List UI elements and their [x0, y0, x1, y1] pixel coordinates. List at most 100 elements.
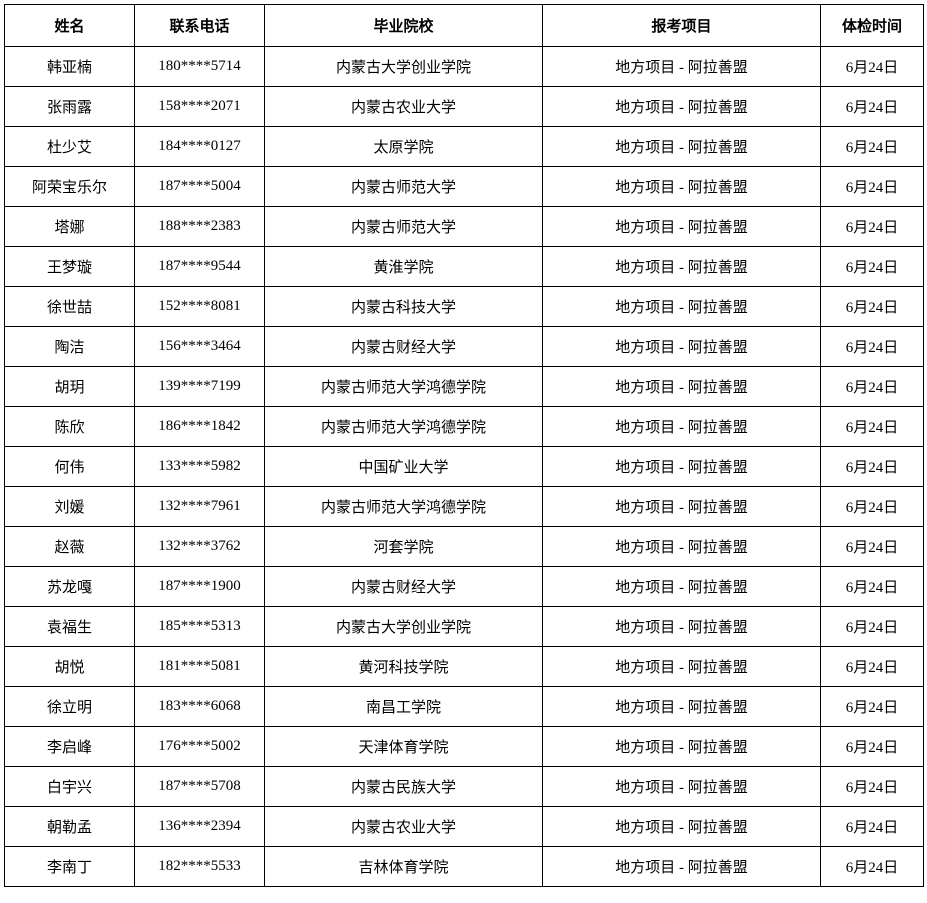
cell-date: 6月24日: [821, 247, 924, 287]
cell-date: 6月24日: [821, 207, 924, 247]
cell-school: 内蒙古大学创业学院: [265, 607, 543, 647]
cell-school: 内蒙古师范大学鸿德学院: [265, 407, 543, 447]
cell-project: 地方项目 - 阿拉善盟: [543, 687, 821, 727]
cell-date: 6月24日: [821, 367, 924, 407]
cell-phone: 176****5002: [135, 727, 265, 767]
cell-project: 地方项目 - 阿拉善盟: [543, 167, 821, 207]
cell-project: 地方项目 - 阿拉善盟: [543, 527, 821, 567]
cell-name: 塔娜: [5, 207, 135, 247]
cell-phone: 139****7199: [135, 367, 265, 407]
cell-school: 吉林体育学院: [265, 847, 543, 887]
cell-school: 黄河科技学院: [265, 647, 543, 687]
header-project: 报考项目: [543, 5, 821, 47]
cell-date: 6月24日: [821, 527, 924, 567]
cell-name: 陶洁: [5, 327, 135, 367]
cell-date: 6月24日: [821, 607, 924, 647]
cell-project: 地方项目 - 阿拉善盟: [543, 447, 821, 487]
cell-name: 李启峰: [5, 727, 135, 767]
cell-name: 胡悦: [5, 647, 135, 687]
cell-name: 李南丁: [5, 847, 135, 887]
cell-school: 内蒙古农业大学: [265, 87, 543, 127]
cell-date: 6月24日: [821, 87, 924, 127]
table-row: 朝勒孟136****2394内蒙古农业大学地方项目 - 阿拉善盟6月24日: [5, 807, 924, 847]
cell-project: 地方项目 - 阿拉善盟: [543, 487, 821, 527]
cell-phone: 184****0127: [135, 127, 265, 167]
cell-phone: 181****5081: [135, 647, 265, 687]
cell-project: 地方项目 - 阿拉善盟: [543, 87, 821, 127]
cell-project: 地方项目 - 阿拉善盟: [543, 127, 821, 167]
cell-date: 6月24日: [821, 167, 924, 207]
cell-phone: 158****2071: [135, 87, 265, 127]
table-row: 苏龙嘎187****1900内蒙古财经大学地方项目 - 阿拉善盟6月24日: [5, 567, 924, 607]
cell-date: 6月24日: [821, 407, 924, 447]
cell-phone: 188****2383: [135, 207, 265, 247]
cell-phone: 182****5533: [135, 847, 265, 887]
cell-date: 6月24日: [821, 327, 924, 367]
table-row: 李启峰176****5002天津体育学院地方项目 - 阿拉善盟6月24日: [5, 727, 924, 767]
cell-name: 朝勒孟: [5, 807, 135, 847]
cell-date: 6月24日: [821, 567, 924, 607]
cell-name: 张雨露: [5, 87, 135, 127]
table-row: 刘媛132****7961内蒙古师范大学鸿德学院地方项目 - 阿拉善盟6月24日: [5, 487, 924, 527]
table-row: 白宇兴187****5708内蒙古民族大学地方项目 - 阿拉善盟6月24日: [5, 767, 924, 807]
cell-phone: 132****3762: [135, 527, 265, 567]
cell-name: 阿荣宝乐尔: [5, 167, 135, 207]
cell-name: 徐立明: [5, 687, 135, 727]
cell-phone: 132****7961: [135, 487, 265, 527]
cell-date: 6月24日: [821, 47, 924, 87]
cell-phone: 187****5004: [135, 167, 265, 207]
exam-candidates-table: 姓名 联系电话 毕业院校 报考项目 体检时间 韩亚楠180****5714内蒙古…: [4, 4, 924, 887]
table-row: 陶洁156****3464内蒙古财经大学地方项目 - 阿拉善盟6月24日: [5, 327, 924, 367]
cell-school: 南昌工学院: [265, 687, 543, 727]
cell-name: 徐世喆: [5, 287, 135, 327]
cell-date: 6月24日: [821, 127, 924, 167]
cell-phone: 187****1900: [135, 567, 265, 607]
cell-school: 内蒙古师范大学鸿德学院: [265, 367, 543, 407]
header-date: 体检时间: [821, 5, 924, 47]
cell-phone: 187****9544: [135, 247, 265, 287]
cell-school: 太原学院: [265, 127, 543, 167]
cell-phone: 152****8081: [135, 287, 265, 327]
cell-phone: 136****2394: [135, 807, 265, 847]
table-row: 赵薇132****3762河套学院地方项目 - 阿拉善盟6月24日: [5, 527, 924, 567]
header-phone: 联系电话: [135, 5, 265, 47]
cell-project: 地方项目 - 阿拉善盟: [543, 647, 821, 687]
cell-project: 地方项目 - 阿拉善盟: [543, 47, 821, 87]
table-row: 杜少艾184****0127太原学院地方项目 - 阿拉善盟6月24日: [5, 127, 924, 167]
table-row: 何伟133****5982中国矿业大学地方项目 - 阿拉善盟6月24日: [5, 447, 924, 487]
cell-name: 赵薇: [5, 527, 135, 567]
cell-school: 内蒙古财经大学: [265, 567, 543, 607]
cell-project: 地方项目 - 阿拉善盟: [543, 727, 821, 767]
table-row: 袁福生185****5313内蒙古大学创业学院地方项目 - 阿拉善盟6月24日: [5, 607, 924, 647]
cell-project: 地方项目 - 阿拉善盟: [543, 287, 821, 327]
cell-date: 6月24日: [821, 687, 924, 727]
cell-name: 陈欣: [5, 407, 135, 447]
cell-project: 地方项目 - 阿拉善盟: [543, 847, 821, 887]
cell-school: 内蒙古大学创业学院: [265, 47, 543, 87]
cell-date: 6月24日: [821, 727, 924, 767]
cell-phone: 185****5313: [135, 607, 265, 647]
header-name: 姓名: [5, 5, 135, 47]
cell-name: 袁福生: [5, 607, 135, 647]
cell-date: 6月24日: [821, 447, 924, 487]
cell-name: 胡玥: [5, 367, 135, 407]
cell-school: 内蒙古师范大学鸿德学院: [265, 487, 543, 527]
cell-project: 地方项目 - 阿拉善盟: [543, 247, 821, 287]
cell-date: 6月24日: [821, 807, 924, 847]
cell-school: 内蒙古师范大学: [265, 207, 543, 247]
cell-name: 刘媛: [5, 487, 135, 527]
cell-school: 内蒙古科技大学: [265, 287, 543, 327]
cell-project: 地方项目 - 阿拉善盟: [543, 207, 821, 247]
cell-project: 地方项目 - 阿拉善盟: [543, 407, 821, 447]
cell-name: 韩亚楠: [5, 47, 135, 87]
cell-school: 河套学院: [265, 527, 543, 567]
table-row: 阿荣宝乐尔187****5004内蒙古师范大学地方项目 - 阿拉善盟6月24日: [5, 167, 924, 207]
cell-phone: 133****5982: [135, 447, 265, 487]
cell-phone: 180****5714: [135, 47, 265, 87]
cell-school: 内蒙古民族大学: [265, 767, 543, 807]
cell-phone: 156****3464: [135, 327, 265, 367]
table-row: 王梦璇187****9544黄淮学院地方项目 - 阿拉善盟6月24日: [5, 247, 924, 287]
table-row: 徐世喆152****8081内蒙古科技大学地方项目 - 阿拉善盟6月24日: [5, 287, 924, 327]
table-header-row: 姓名 联系电话 毕业院校 报考项目 体检时间: [5, 5, 924, 47]
cell-date: 6月24日: [821, 647, 924, 687]
